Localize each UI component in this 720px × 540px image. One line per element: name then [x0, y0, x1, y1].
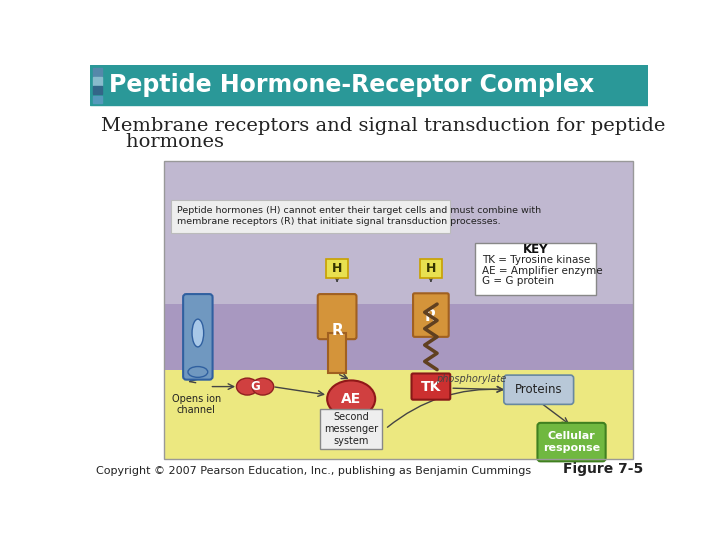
FancyBboxPatch shape [413, 293, 449, 337]
Text: H: H [332, 262, 342, 275]
Text: G = G protein: G = G protein [482, 276, 554, 286]
FancyBboxPatch shape [326, 259, 348, 278]
FancyBboxPatch shape [412, 374, 450, 400]
FancyBboxPatch shape [504, 375, 574, 404]
Bar [163, 304, 632, 370]
Bar [93, 96, 102, 103]
Bar [475, 243, 595, 295]
Bar [93, 86, 102, 94]
Text: Second
messenger
system: Second messenger system [324, 413, 378, 446]
Text: Peptide hormones (H) cannot enter their target cells and must combine with
membr: Peptide hormones (H) cannot enter their … [177, 206, 541, 226]
Text: hormones: hormones [101, 132, 224, 151]
Text: Cellular
response: Cellular response [543, 431, 600, 453]
Ellipse shape [252, 378, 274, 395]
FancyBboxPatch shape [420, 259, 442, 278]
Ellipse shape [327, 380, 375, 417]
Text: KEY: KEY [523, 243, 548, 256]
Text: G: G [250, 380, 260, 393]
FancyBboxPatch shape [537, 423, 606, 461]
Bar [163, 161, 632, 304]
Text: R: R [331, 323, 343, 338]
Text: TK = Tyrosine kinase: TK = Tyrosine kinase [482, 255, 590, 265]
Text: AE = Amplifier enzyme: AE = Amplifier enzyme [482, 266, 602, 275]
FancyBboxPatch shape [318, 294, 356, 339]
Text: phosphorylate: phosphorylate [436, 374, 506, 383]
Text: Membrane receptors and signal transduction for peptide: Membrane receptors and signal transducti… [101, 117, 665, 135]
Text: TK: TK [420, 380, 441, 394]
Ellipse shape [236, 378, 258, 395]
Text: H: H [426, 262, 436, 275]
Text: Proteins: Proteins [515, 383, 562, 396]
FancyBboxPatch shape [183, 294, 212, 380]
Bar [328, 333, 346, 374]
Text: AE: AE [341, 392, 361, 406]
Bar [93, 77, 102, 85]
Text: Figure 7-5: Figure 7-5 [563, 462, 644, 476]
Text: R: R [425, 309, 437, 324]
FancyBboxPatch shape [320, 409, 382, 449]
Ellipse shape [188, 367, 208, 377]
Text: Copyright © 2007 Pearson Education, Inc., publishing as Benjamin Cummings: Copyright © 2007 Pearson Education, Inc.… [96, 466, 531, 476]
Bar [93, 68, 102, 76]
Text: Opens ion
channel: Opens ion channel [171, 394, 221, 415]
Bar [163, 161, 632, 459]
Ellipse shape [192, 319, 204, 347]
Bar [171, 200, 449, 233]
Text: Peptide Hormone-Receptor Complex: Peptide Hormone-Receptor Complex [109, 73, 595, 97]
Bar [163, 370, 632, 459]
Bar [90, 65, 648, 105]
